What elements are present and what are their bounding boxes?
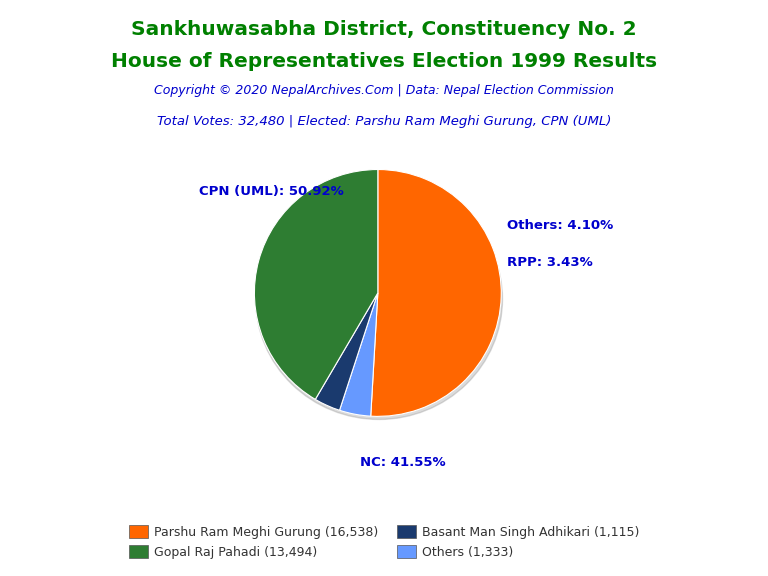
Wedge shape xyxy=(339,293,378,416)
Legend: Parshu Ram Meghi Gurung (16,538), Gopal Raj Pahadi (13,494), Basant Man Singh Ad: Parshu Ram Meghi Gurung (16,538), Gopal … xyxy=(124,521,644,564)
Ellipse shape xyxy=(256,179,502,419)
Wedge shape xyxy=(254,169,378,399)
Text: Total Votes: 32,480 | Elected: Parshu Ram Meghi Gurung, CPN (UML): Total Votes: 32,480 | Elected: Parshu Ra… xyxy=(157,115,611,128)
Text: CPN (UML): 50.92%: CPN (UML): 50.92% xyxy=(199,185,343,198)
Text: Copyright © 2020 NepalArchives.Com | Data: Nepal Election Commission: Copyright © 2020 NepalArchives.Com | Dat… xyxy=(154,84,614,97)
Text: Others: 4.10%: Others: 4.10% xyxy=(508,218,614,232)
Wedge shape xyxy=(371,169,502,416)
Text: NC: 41.55%: NC: 41.55% xyxy=(359,456,445,469)
Wedge shape xyxy=(316,293,378,410)
Text: Sankhuwasabha District, Constituency No. 2: Sankhuwasabha District, Constituency No.… xyxy=(131,20,637,39)
Text: House of Representatives Election 1999 Results: House of Representatives Election 1999 R… xyxy=(111,52,657,71)
Text: RPP: 3.43%: RPP: 3.43% xyxy=(508,256,593,268)
